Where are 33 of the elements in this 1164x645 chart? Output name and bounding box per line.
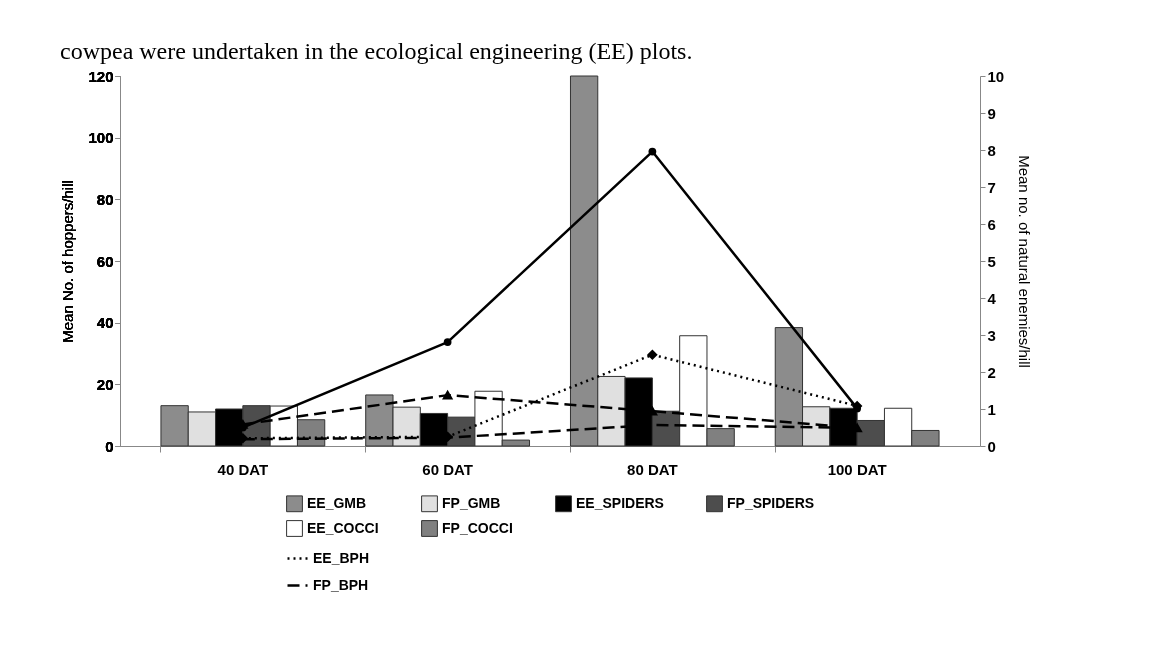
y2-tick-label: 7 — [987, 178, 996, 196]
y-tick-label: 0 — [105, 437, 114, 455]
legend-label: FP_SPIDERS — [727, 494, 815, 511]
y2-tick-label: 10 — [987, 67, 1005, 85]
x-tick-label: 60 DAT — [422, 460, 473, 478]
y2-tick-label: 3 — [987, 326, 996, 344]
y2-tick-label: 9 — [987, 104, 996, 122]
legend-label: EE_COCCI — [307, 519, 379, 536]
x-tick-label: 80 DAT — [627, 460, 678, 478]
y2-tick-label: 4 — [987, 289, 997, 307]
y2-axis-title: Mean no. of natural enemies/hill — [1016, 155, 1034, 368]
y-tick-label: 100 — [88, 129, 114, 147]
y-tick-label: 20 — [96, 375, 114, 393]
x-tick-label: 100 DAT — [827, 460, 887, 478]
legend-label: FP_BPH — [313, 576, 369, 593]
y2-tick-label: 0 — [987, 437, 996, 455]
legend-label: FP_COCCI — [442, 519, 513, 536]
legend-label: EE_SPIDERS — [576, 494, 664, 511]
y2-tick-label: 2 — [987, 363, 996, 381]
text: cowpea were undertaken in the ecological engineering (EE) plots. — [60, 38, 693, 64]
y2-tick-label: 1 — [987, 400, 996, 418]
y2-tick-label: 8 — [987, 141, 996, 159]
y-axis-title: Mean No. of hoppers/hill — [59, 180, 77, 343]
y-tick-label: 40 — [96, 314, 114, 332]
legend-label: FP_GMB — [442, 494, 501, 511]
y-tick-label: 120 — [88, 67, 114, 85]
legend-label: EE_GMB — [307, 494, 367, 511]
y2-tick-label: 5 — [987, 252, 996, 270]
y-tick-label: 60 — [96, 252, 114, 270]
legend-label: EE_BPH — [313, 549, 370, 566]
y2-tick-label: 6 — [987, 215, 996, 233]
y-tick-label: 80 — [96, 190, 114, 208]
x-tick-label: 40 DAT — [217, 460, 269, 478]
